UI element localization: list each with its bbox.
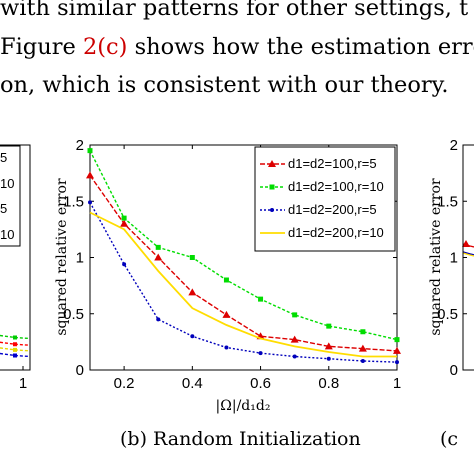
left-panel-frame (0, 144, 31, 371)
center-x-tick-label: 0.2 (114, 375, 135, 392)
center-series-1-point (120, 219, 129, 227)
center-chart: 0.2 0.4 0.6 0.8 1 0 0.5 1 1.5 2 squared relative … (54, 137, 401, 414)
center-y-tick-label: 0 (76, 362, 84, 379)
left-series-4-point (13, 347, 17, 352)
center-series-line-2 (89, 150, 398, 341)
legend-label-4: d1=d2=200,r=10 (288, 225, 384, 240)
center-series-1-point (86, 171, 94, 179)
body-text-line-1-text: with similar patterns for other settings… (0, 0, 469, 21)
left-series-3-point (13, 353, 17, 358)
center-series-1-point (222, 310, 231, 318)
center-series-3-point (88, 200, 92, 205)
right-caption: (c (440, 428, 458, 450)
center-series-2-point (326, 323, 332, 329)
left-legend-fragment-3: 5 (0, 201, 7, 216)
center-series-1-point (290, 335, 299, 343)
center-series-2-point (258, 296, 264, 302)
body-text-line-2-before: Figure (0, 34, 83, 60)
center-series-group (86, 148, 401, 365)
center-x-tick-label: 1 (393, 375, 401, 392)
center-legend: d1=d2=100,r=5 d1=d2=100,r=10 d1=d2=200,r=5… (254, 146, 396, 252)
right-y-tick-label: 0 (450, 362, 458, 379)
center-series-2-point (292, 312, 298, 318)
center-series-1-point (188, 288, 197, 296)
center-series-3-point (122, 262, 127, 267)
body-text-line-2-after: shows how the estimation erro (127, 34, 474, 60)
right-series-line-2 (462, 251, 474, 256)
center-y-tick-label: 0.5 (63, 306, 84, 323)
center-series-3-point (258, 351, 263, 356)
right-panel: 0 0.5 1 1.5 2 squared relative error (428, 137, 474, 379)
center-y-axis-label: squared relative error (54, 178, 70, 336)
center-series-1-point (324, 342, 333, 350)
center-series-2-point (189, 255, 195, 260)
center-axis-ticks: 0.2 0.4 0.6 0.8 1 0 0.5 1 1.5 2 (63, 137, 401, 392)
left-panel: 1 5 10 5 10 (0, 144, 31, 392)
center-series-1-point (358, 344, 367, 352)
center-series-1-point (154, 253, 163, 261)
legend-marker-3 (270, 208, 274, 212)
center-x-axis-label: |Ω|/d₁d₂ (216, 398, 271, 414)
right-panel-y-ticks: 0 0.5 1 1.5 2 (437, 137, 467, 379)
left-legend-fragment-1: 5 (0, 150, 7, 165)
center-x-tick-label: 0.6 (250, 375, 271, 392)
center-caption-text: (b) Random Initialization (120, 428, 361, 450)
body-text-line-3: on, which is consistent with our theory. (0, 71, 449, 99)
legend-marker-2 (269, 184, 275, 190)
center-series-3-point (395, 360, 399, 365)
center-series-3-point (360, 359, 365, 363)
legend-label-2: d1=d2=100,r=10 (288, 179, 384, 194)
center-series-2-point (87, 148, 93, 154)
center-series-line-1 (89, 174, 398, 352)
center-caption: (b) Random Initialization (120, 428, 361, 450)
center-series-2-point (121, 215, 127, 221)
legend-label-3: d1=d2=200,r=5 (288, 202, 377, 217)
body-text-line-3-text: on, which is consistent with our theory. (0, 72, 449, 98)
center-series-2-point (155, 244, 161, 250)
left-series-2-point (13, 342, 17, 347)
left-panel-legend-box (0, 145, 21, 247)
body-text-line-1: with similar patterns for other settings… (0, 0, 468, 22)
center-series-line-3 (89, 202, 398, 363)
left-panel-lines (0, 334, 31, 358)
right-y-tick-label: 0.5 (437, 306, 458, 323)
center-series-2-point (223, 277, 229, 283)
center-legend-entries: d1=d2=100,r=5 d1=d2=100,r=10 d1=d2=200,r=5… (260, 156, 384, 240)
left-legend-fragment-4: 10 (0, 227, 14, 242)
left-panel-x-tick-label: 1 (19, 375, 27, 392)
center-y-tick-label: 2 (76, 137, 84, 154)
center-y-tick-label: 1.5 (63, 193, 84, 210)
right-series-line-3 (462, 252, 474, 257)
right-y-tick-label: 2 (450, 137, 458, 154)
figure-reference-link[interactable]: 2(c) (82, 34, 128, 60)
legend-marker-1 (268, 160, 276, 167)
right-y-axis-label: squared relative error (428, 178, 444, 336)
right-panel-lines (462, 240, 474, 257)
right-series-1-point (462, 240, 470, 247)
center-series-3-point (156, 317, 161, 322)
left-legend-fragment-2: 10 (0, 176, 14, 191)
legend-label-1: d1=d2=100,r=5 (288, 156, 377, 171)
center-x-tick-label: 0.4 (182, 375, 203, 392)
center-series-3-point (190, 334, 195, 339)
center-series-2-point (360, 329, 366, 335)
center-x-tick-label: 0.8 (318, 375, 339, 392)
center-series-3-point (292, 354, 297, 359)
center-series-line-4 (89, 211, 397, 358)
right-y-tick-label: 1.5 (437, 193, 458, 210)
body-text-line-2: Figure 2(c) shows how the estimation err… (0, 33, 474, 61)
center-series-2-point (394, 337, 400, 343)
left-series-1-point (13, 335, 17, 340)
center-series-3-point (224, 345, 229, 350)
center-series-1-point (393, 346, 401, 354)
right-caption-text: (c (440, 428, 459, 450)
right-y-tick-label: 1 (450, 250, 458, 267)
center-series-3-point (326, 356, 331, 361)
center-y-tick-label: 1 (76, 250, 84, 267)
